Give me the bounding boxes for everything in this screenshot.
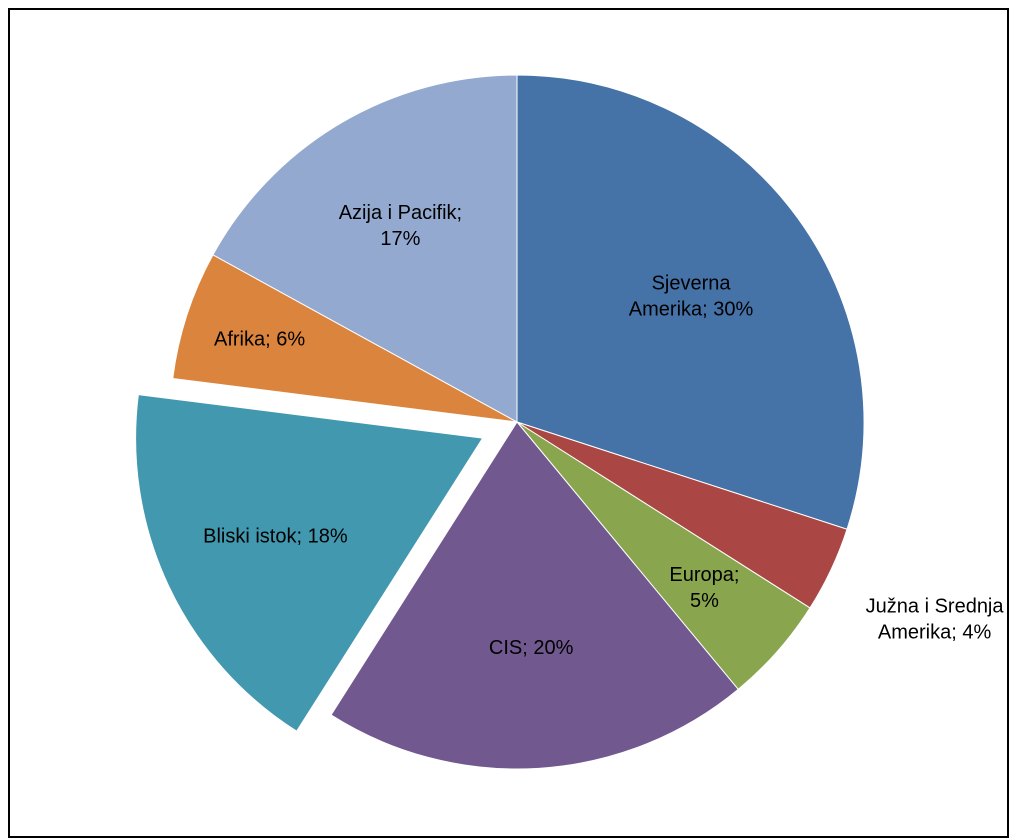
slice-label-europa: Europa; 5% xyxy=(669,564,739,612)
slice-label-bliski-istok: Bliski istok; 18% xyxy=(203,526,348,548)
slice-label-cis: CIS; 20% xyxy=(489,637,574,659)
slice-label-sjeverna-amerika: Sjeverna Amerika; 30% xyxy=(629,273,754,321)
pie-slice-afrika xyxy=(172,254,518,423)
slice-label-ju-na-i-srednja-amerika: Južna i Srednja Amerika; 4% xyxy=(866,596,1005,644)
pie-slice-sjeverna-amerika xyxy=(516,74,865,530)
pie-slice-azija-i-pacifik xyxy=(212,74,518,423)
pie-slice-bliski-istok xyxy=(135,394,484,732)
pie-slice-cis xyxy=(330,421,739,770)
slice-label-azija-i-pacifik: Azija i Pacifik; 17% xyxy=(339,202,462,250)
slice-label-afrika: Afrika; 6% xyxy=(214,328,305,350)
